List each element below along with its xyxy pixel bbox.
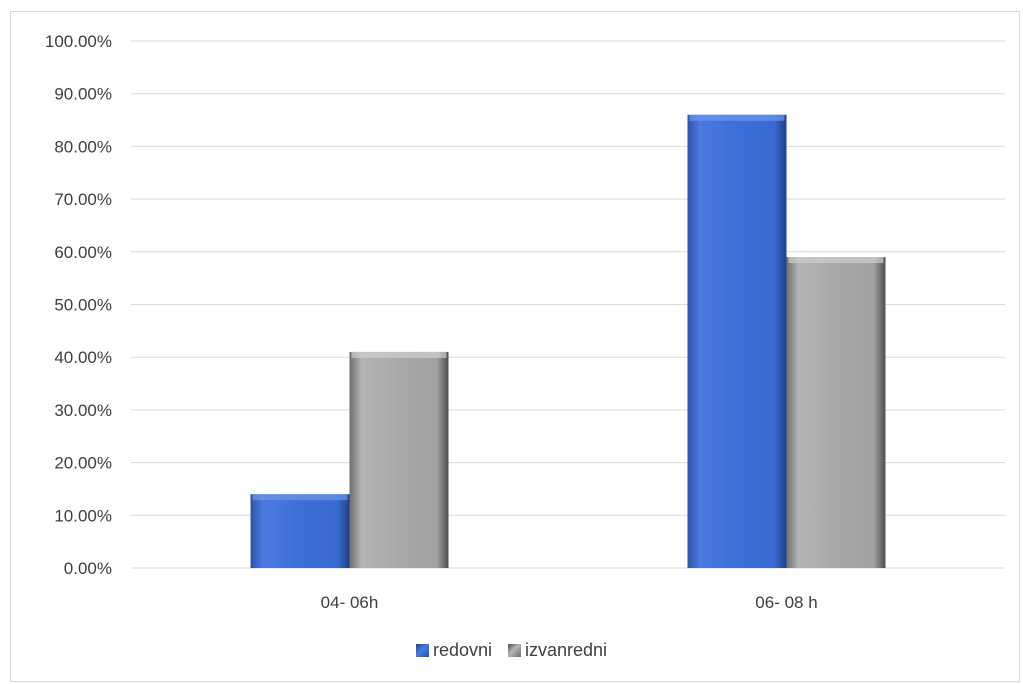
legend: redovni izvanredni	[0, 640, 1023, 662]
y-axis-ticks: 0.00% 10.00% 20.00% 30.00% 40.00% 50.00% 60.00…	[45, 32, 112, 578]
bar-bevel	[788, 257, 884, 264]
bar-izvanredni-0	[349, 351, 449, 568]
bars	[250, 114, 886, 568]
y-tick-label: 0.00%	[64, 559, 112, 578]
bar-bevel	[689, 114, 785, 121]
y-tick-label: 80.00%	[54, 137, 112, 156]
legend-item-izvanredni: izvanredni	[508, 640, 607, 661]
bar-izvanredni-1	[786, 257, 886, 568]
bar-redovni-0	[250, 494, 350, 568]
legend-swatch	[415, 644, 429, 657]
y-tick-label: 60.00%	[54, 243, 112, 262]
y-tick-label: 90.00%	[54, 85, 112, 104]
bar-bevel	[252, 494, 348, 501]
y-tick-label: 100.00%	[45, 32, 112, 51]
legend-swatch	[508, 644, 521, 657]
x-axis-ticks: 04- 06h 06- 08 h	[321, 593, 818, 612]
y-tick-label: 30.00%	[54, 401, 112, 420]
bar-redovni-1	[687, 114, 787, 568]
y-tick-label: 10.00%	[54, 506, 112, 525]
legend-item-redovni: redovni	[415, 640, 492, 661]
x-tick-label: 06- 08 h	[755, 593, 817, 612]
x-tick-label: 04- 06h	[321, 593, 379, 612]
y-tick-label: 20.00%	[54, 454, 112, 473]
y-tick-label: 70.00%	[54, 190, 112, 209]
y-tick-label: 40.00%	[54, 348, 112, 367]
legend-label: redovni	[432, 640, 492, 660]
y-tick-label: 50.00%	[54, 296, 112, 315]
bar-bevel	[351, 351, 447, 358]
legend-label: izvanredni	[525, 640, 608, 660]
